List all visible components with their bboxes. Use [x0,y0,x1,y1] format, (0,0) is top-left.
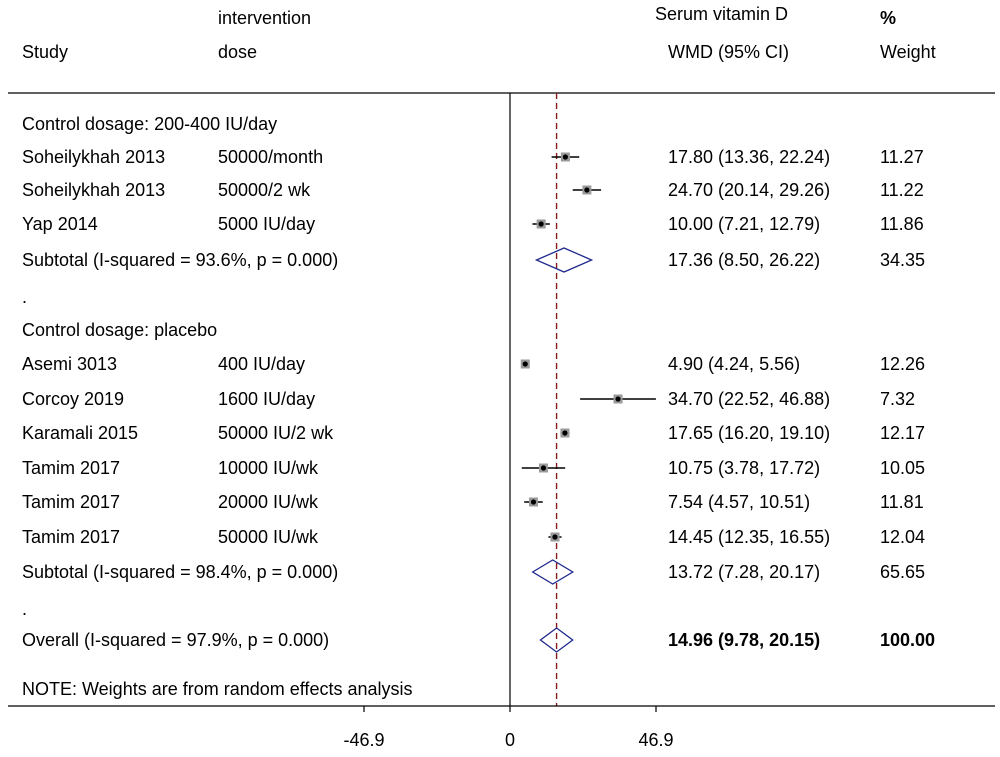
study-dose: 1600 IU/day [218,389,315,409]
study-weight: 12.26 [880,354,925,374]
study-name: Tamim 2017 [22,492,120,512]
x-tick-label: 0 [505,730,515,750]
study-dose: 400 IU/day [218,354,305,374]
study-weight: 7.32 [880,389,915,409]
header-effect: Serum vitamin D [655,4,788,24]
header-study: Study [22,42,68,62]
study-ci: 4.90 (4.24, 5.56) [668,354,800,374]
study-dose: 50000/month [218,147,323,167]
overall-label: Overall (I-squared = 97.9%, p = 0.000) [22,630,329,650]
spacer-dot: . [22,599,27,619]
x-tick-label: -46.9 [343,730,384,750]
point-estimate [522,361,528,367]
point-estimate [562,154,569,160]
study-ci: 7.54 (4.57, 10.51) [668,492,810,512]
subtotal-ci: 17.36 (8.50, 26.22) [668,250,820,270]
study-weight: 11.86 [880,214,924,234]
subtotal-weight: 34.35 [880,250,925,270]
study-name: Yap 2014 [22,214,98,234]
point-estimate [540,465,547,471]
group-label: Control dosage: placebo [22,320,217,340]
study-weight: 12.04 [880,527,925,547]
study-ci: 10.75 (3.78, 17.72) [668,458,820,478]
study-dose: 50000/2 wk [218,180,311,200]
study-weight: 10.05 [880,458,925,478]
subtotal-diamond [531,559,575,585]
study-name: Asemi 3013 [22,354,117,374]
overall-ci: 14.96 (9.78, 20.15) [668,630,820,650]
point-estimate [530,499,537,505]
study-weight: 12.17 [880,423,925,443]
study-weight: 11.27 [880,147,924,167]
header-weight: Weight [880,42,936,62]
point-estimate [552,534,558,540]
header-dose: dose [218,42,257,62]
study-name: Soheilykhah 2013 [22,180,165,200]
study-ci: 10.00 (7.21, 12.79) [668,214,820,234]
study-ci: 34.70 (22.52, 46.88) [668,389,830,409]
study-weight: 11.81 [880,492,924,512]
study-ci: 17.65 (16.20, 19.10) [668,423,830,443]
study-dose: 20000 IU/wk [218,492,319,512]
study-name: Karamali 2015 [22,423,138,443]
x-tick-label: 46.9 [638,730,673,750]
spacer-dot: . [22,287,27,307]
point-estimate [584,187,590,193]
overall-weight: 100.00 [880,630,935,650]
point-estimate [615,396,621,402]
point-estimate [538,221,544,227]
study-dose: 50000 IU/wk [218,527,319,547]
study-dose: 5000 IU/day [218,214,315,234]
study-ci: 24.70 (20.14, 29.26) [668,180,830,200]
subtotal-ci: 13.72 (7.28, 20.17) [668,562,820,582]
study-name: Soheilykhah 2013 [22,147,165,167]
overall-diamond [539,627,574,653]
study-name: Tamim 2017 [22,458,120,478]
note-text: NOTE: Weights are from random effects an… [22,679,412,699]
study-dose: 10000 IU/wk [218,458,319,478]
study-name: Corcoy 2019 [22,389,124,409]
subtotal-label: Subtotal (I-squared = 93.6%, p = 0.000) [22,250,338,270]
group-label: Control dosage: 200-400 IU/day [22,114,277,134]
header-percent: % [880,8,896,28]
study-name: Tamim 2017 [22,527,120,547]
point-estimate [562,430,568,436]
study-dose: 50000 IU/2 wk [218,423,334,443]
subtotal-label: Subtotal (I-squared = 98.4%, p = 0.000) [22,562,338,582]
study-ci: 17.80 (13.36, 22.24) [668,147,830,167]
header-wmd: WMD (95% CI) [668,42,789,62]
subtotal-weight: 65.65 [880,562,925,582]
study-weight: 11.22 [880,180,924,200]
subtotal-diamond [534,247,594,273]
header-intervention: intervention [218,8,311,28]
study-ci: 14.45 (12.35, 16.55) [668,527,830,547]
